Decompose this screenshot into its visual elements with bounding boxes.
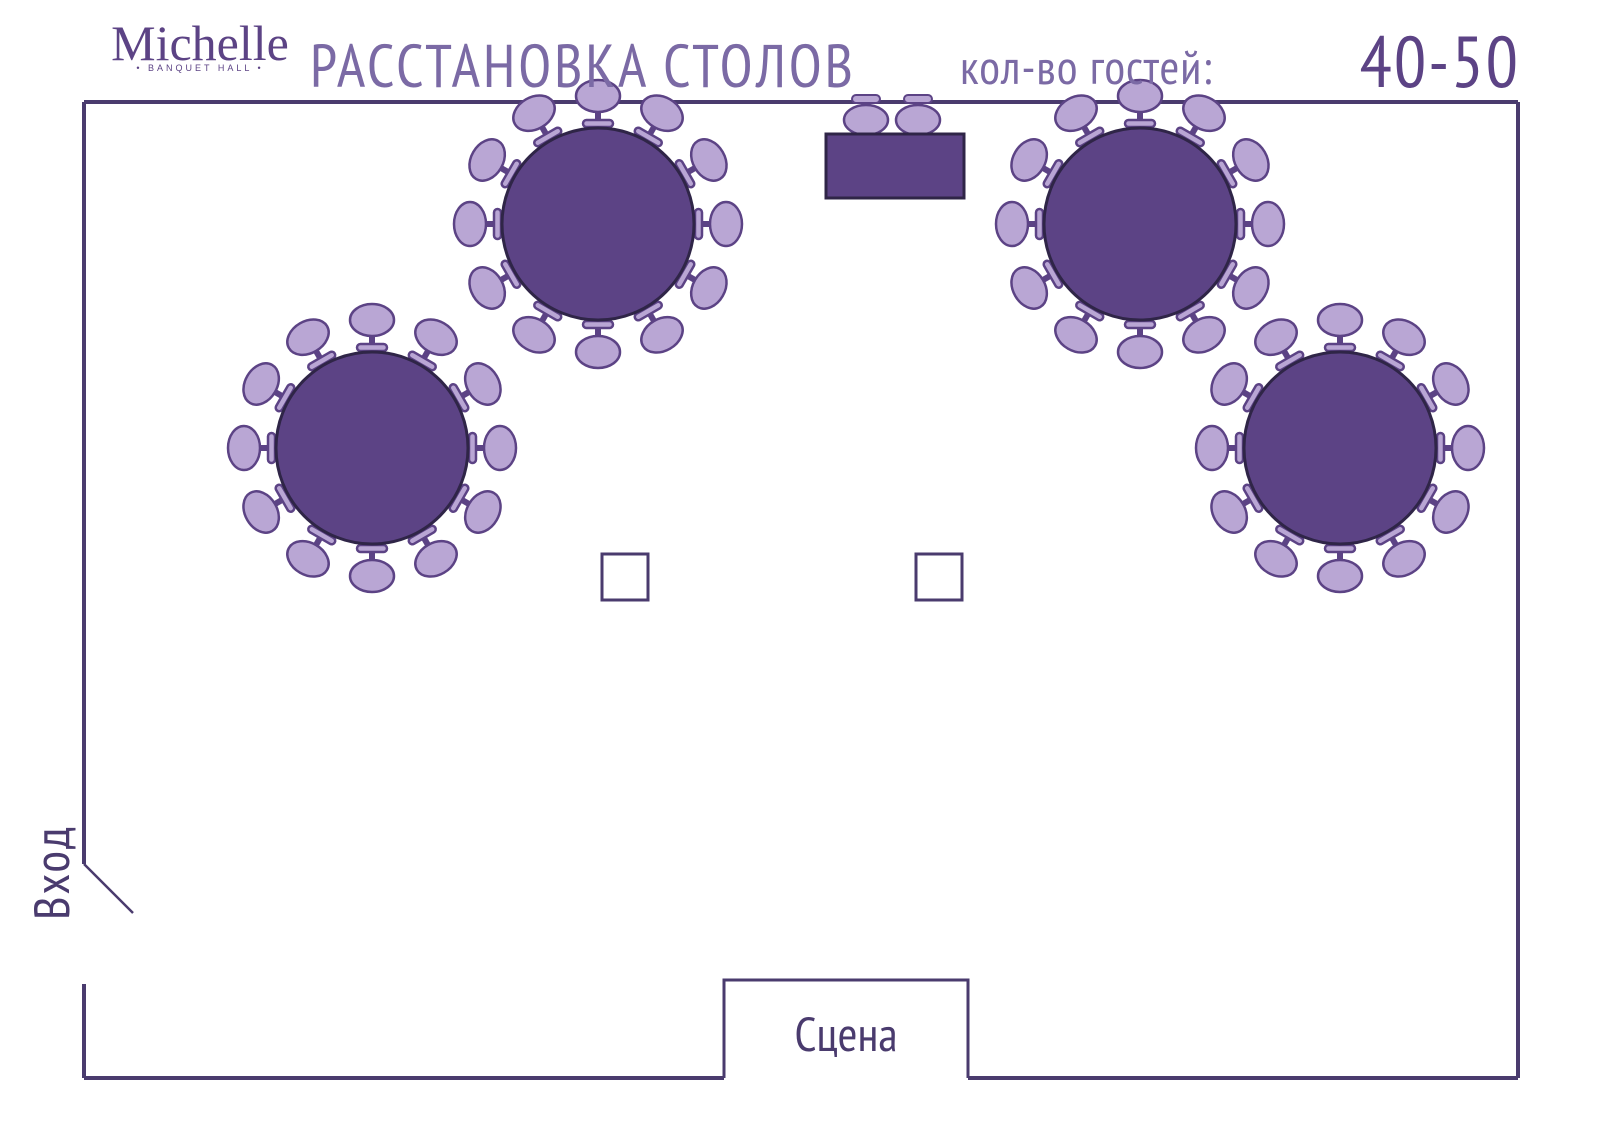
round-table bbox=[228, 304, 516, 592]
guests-value: 40-50 bbox=[1359, 14, 1520, 107]
guests-label: кол-во гостей: bbox=[960, 36, 1213, 98]
round-table bbox=[454, 80, 742, 368]
header: Michelle • BANQUET HALL • РАССТАНОВКА СТ… bbox=[0, 18, 1600, 108]
page-title: РАССТАНОВКА СТОЛОВ bbox=[310, 26, 856, 104]
round-table bbox=[996, 80, 1284, 368]
page: Michelle • BANQUET HALL • РАССТАНОВКА СТ… bbox=[0, 0, 1600, 1131]
logo-sub: • BANQUET HALL • bbox=[110, 64, 290, 73]
floor-plan bbox=[0, 0, 1600, 1131]
entrance-label: Вход bbox=[18, 825, 83, 920]
round-table bbox=[1196, 304, 1484, 592]
logo: Michelle • BANQUET HALL • bbox=[110, 18, 290, 73]
stage-label: Сцена bbox=[736, 1003, 956, 1065]
